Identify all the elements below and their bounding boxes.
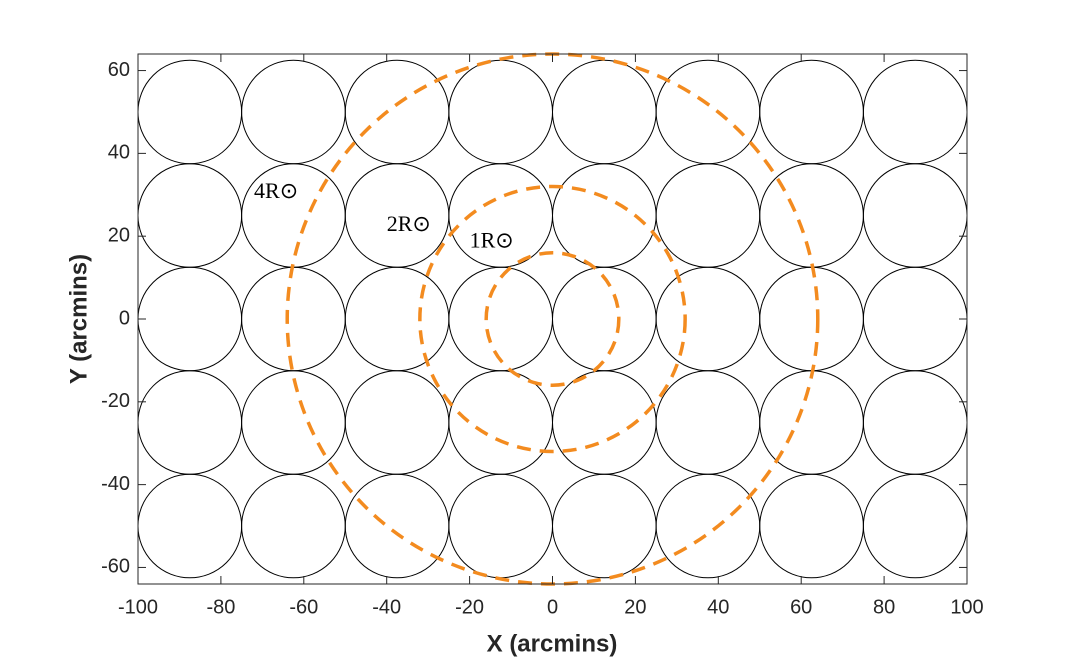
annotation: 4R⊙ xyxy=(254,178,298,203)
x-tick-label: 40 xyxy=(707,596,729,618)
x-tick-label: 0 xyxy=(547,596,558,618)
x-tick-label: -100 xyxy=(118,596,158,618)
y-tick-label: 0 xyxy=(119,307,130,329)
x-tick-label: -80 xyxy=(206,596,235,618)
y-tick-label: -40 xyxy=(101,473,130,495)
x-tick-label: -20 xyxy=(455,596,484,618)
x-tick-label: 80 xyxy=(873,596,895,618)
y-tick-label: 60 xyxy=(108,59,130,81)
x-axis-label: X (arcmins) xyxy=(487,630,618,657)
x-tick-label: 20 xyxy=(624,596,646,618)
annotation: 2R⊙ xyxy=(387,211,431,236)
y-tick-label: -60 xyxy=(101,556,130,578)
x-tick-label: -40 xyxy=(372,596,401,618)
x-tick-label: 60 xyxy=(790,596,812,618)
x-tick-label: 100 xyxy=(950,596,983,618)
y-tick-label: 40 xyxy=(108,142,130,164)
dashed-ring xyxy=(484,251,621,387)
x-tick-label: -60 xyxy=(289,596,318,618)
y-tick-label: 20 xyxy=(108,224,130,246)
y-axis-label: Y (arcmins) xyxy=(65,254,92,384)
dashed-ring xyxy=(418,184,687,454)
annotation: 1R⊙ xyxy=(470,227,514,252)
y-tick-label: -20 xyxy=(101,390,130,412)
